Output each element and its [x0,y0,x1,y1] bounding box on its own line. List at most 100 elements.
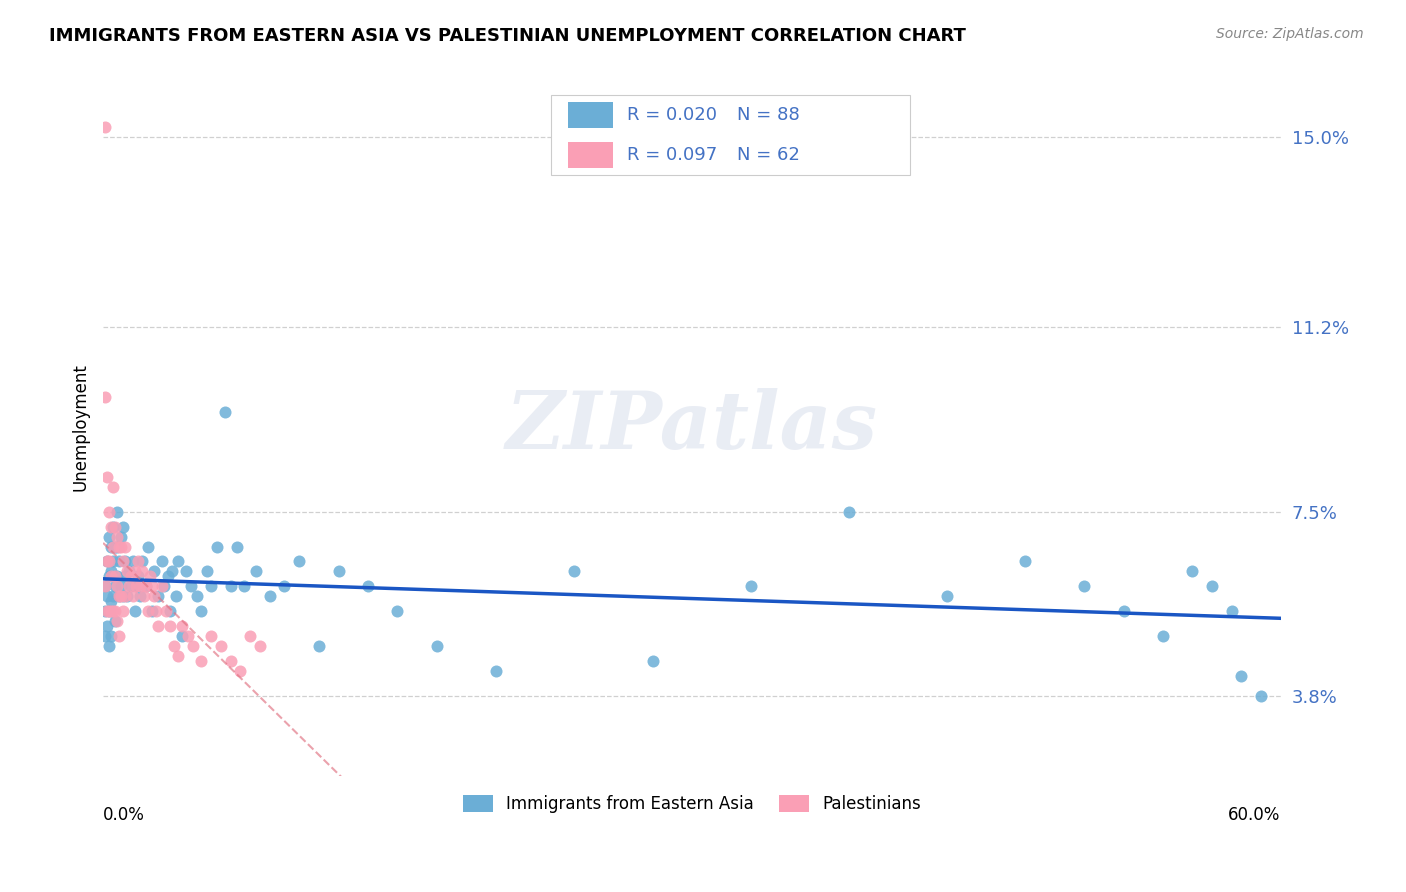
Point [108,554,131,568]
Point [125,579,148,593]
Point [936,590,959,604]
Point [98,640,121,654]
Point [200,629,222,643]
FancyBboxPatch shape [568,102,613,128]
Point [98,554,121,568]
Point [127,569,149,583]
Point [108,540,131,554]
Point [94,629,117,643]
Point [100,604,122,618]
Point [100,594,122,608]
Point [96,619,118,633]
Point [209,640,232,654]
Point [155,604,177,618]
Point [96,590,118,604]
Text: IMMIGRANTS FROM EASTERN ASIA VS PALESTINIAN UNEMPLOYMENT CORRELATION CHART: IMMIGRANTS FROM EASTERN ASIA VS PALESTIN… [49,27,966,45]
Point [105,615,128,629]
Point [105,540,128,554]
Text: N = 88: N = 88 [737,106,800,124]
Text: N = 62: N = 62 [737,146,800,164]
Point [105,569,128,583]
Point [160,565,183,579]
Point [387,604,409,618]
Legend: Immigrants from Eastern Asia, Palestinians: Immigrants from Eastern Asia, Palestinia… [456,789,928,820]
Point [100,629,122,643]
Point [96,604,118,618]
Point [100,565,122,579]
Point [98,529,121,543]
Point [249,640,271,654]
Point [125,579,148,593]
Point [108,590,131,604]
Point [562,565,585,579]
Point [641,654,664,668]
Point [166,554,188,568]
Text: 0.0%: 0.0% [103,806,145,824]
Point [104,615,127,629]
Point [110,529,132,543]
Point [195,565,218,579]
Point [163,640,186,654]
Point [121,590,143,604]
Point [180,579,202,593]
Point [308,640,330,654]
Point [174,565,197,579]
Point [121,554,143,568]
Text: 60.0%: 60.0% [1229,806,1281,824]
Text: R = 0.097: R = 0.097 [627,146,717,164]
Point [165,590,187,604]
Point [838,505,860,519]
Point [94,579,117,593]
Point [96,554,118,568]
Point [105,529,128,543]
Point [143,565,166,579]
FancyBboxPatch shape [551,95,910,175]
Point [183,640,205,654]
Point [129,590,152,604]
Point [129,579,152,593]
Point [96,554,118,568]
Point [214,405,236,419]
Point [205,540,228,554]
Point [1073,579,1095,593]
Point [139,569,162,583]
Point [190,654,212,668]
Point [108,629,131,643]
Point [111,590,134,604]
Point [110,590,132,604]
Point [115,565,138,579]
Point [94,604,117,618]
Point [357,579,380,593]
Point [1230,669,1253,683]
Point [101,590,124,604]
Point [101,519,124,533]
Point [124,565,146,579]
Point [1152,629,1174,643]
Point [100,569,122,583]
Point [190,604,212,618]
Point [170,619,193,633]
Text: ZIPatlas: ZIPatlas [506,388,877,466]
Point [135,579,157,593]
Point [145,604,167,618]
Point [146,590,169,604]
Point [104,569,127,583]
Point [124,604,146,618]
Point [141,604,163,618]
Point [136,604,159,618]
Point [273,579,295,593]
Point [120,579,142,593]
Point [1014,554,1036,568]
Point [225,540,247,554]
Point [1112,604,1135,618]
Point [141,579,163,593]
Point [117,565,139,579]
Point [94,579,117,593]
Point [176,629,198,643]
Point [159,604,181,618]
Text: Source: ZipAtlas.com: Source: ZipAtlas.com [1216,27,1364,41]
Point [150,554,173,568]
Point [98,569,121,583]
Point [229,665,252,679]
Point [156,569,179,583]
